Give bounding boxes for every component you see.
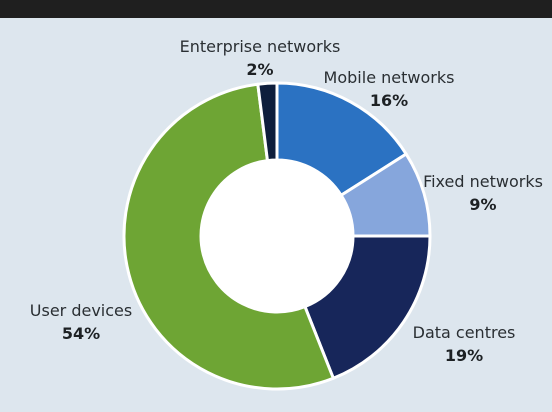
slice-percent: 9% [469,195,496,214]
slice-label-data-centres: Data centres 19% [413,323,516,365]
slice-name: Data centres [413,323,516,342]
slice-label-user-devices: User devices 54% [30,301,132,343]
slice-data-centres [303,234,432,380]
slice-percent: 2% [246,60,273,79]
slice-name: Fixed networks [423,172,543,191]
slice-label-enterprise-networks: Enterprise networks 2% [180,37,341,79]
slice-percent: 54% [62,324,100,343]
slice-user-devices [122,82,335,391]
slice-percent: 16% [370,91,408,110]
slice-name: Enterprise networks [180,37,341,56]
slice-name: User devices [30,301,132,320]
slice-enterprise-networks [256,81,279,163]
donut-hole [202,161,352,311]
header-bar [0,0,552,18]
slice-label-fixed-networks: Fixed networks 9% [423,172,543,214]
slice-label-mobile-networks: Mobile networks 16% [324,68,455,110]
slice-percent: 19% [445,346,483,365]
slice-name: Mobile networks [324,68,455,87]
slices-group [122,81,432,391]
